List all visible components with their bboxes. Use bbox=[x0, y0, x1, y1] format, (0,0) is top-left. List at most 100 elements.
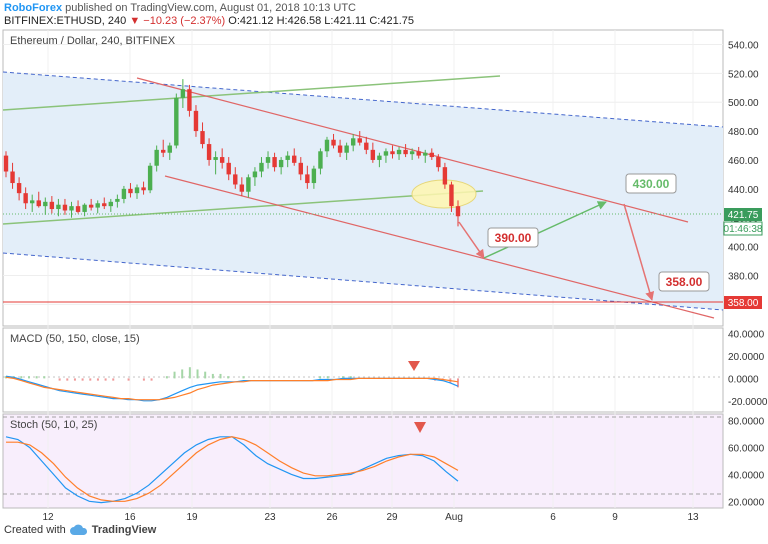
tradingview-brand[interactable]: TradingView bbox=[91, 524, 157, 536]
candle-body bbox=[285, 155, 290, 160]
candle-body bbox=[206, 144, 212, 160]
candle-body bbox=[403, 149, 408, 155]
candle-body bbox=[49, 201, 55, 210]
countdown-value: 01:46:38 bbox=[724, 224, 763, 235]
candle-body bbox=[134, 187, 140, 194]
stoch-axis-tick: 60.0000 bbox=[728, 444, 765, 455]
macd-axis-tick: 40.0000 bbox=[728, 330, 765, 341]
stoch-axis-tick: 80.0000 bbox=[728, 417, 765, 428]
candle-body bbox=[187, 89, 192, 111]
time-axis-tick: 12 bbox=[42, 512, 54, 523]
main-pane-title: Ethereum / Dollar, 240, BITFINEX bbox=[10, 35, 176, 47]
macd-axis-tick: 20.0000 bbox=[728, 352, 765, 363]
price-axis-tick: 440.00 bbox=[728, 185, 759, 196]
candle-body bbox=[36, 200, 41, 207]
candle-body bbox=[423, 152, 428, 156]
candle-body bbox=[324, 139, 330, 152]
candle-body bbox=[108, 201, 114, 207]
publish-line: RoboForex published on TradingView.com, … bbox=[4, 2, 356, 14]
target-callout-430[interactable]: 430.00 bbox=[625, 173, 677, 194]
candle-body bbox=[180, 89, 186, 98]
time-axis-tick: 16 bbox=[124, 512, 136, 523]
candle-body bbox=[259, 162, 264, 172]
change-label: ▼ −10.23 (−2.37%) bbox=[129, 15, 226, 27]
candle-body bbox=[265, 157, 271, 163]
candle-body bbox=[154, 149, 159, 166]
support-price-value: 358.00 bbox=[728, 298, 759, 309]
candle-body bbox=[95, 203, 100, 208]
macd-axis-tick: 0.0000 bbox=[728, 374, 759, 385]
candle-body bbox=[416, 151, 421, 156]
candle-body bbox=[69, 206, 74, 211]
candle-body bbox=[278, 159, 284, 168]
candle-body bbox=[43, 201, 48, 207]
candle-body bbox=[200, 131, 205, 145]
candle-body bbox=[62, 204, 68, 211]
target-label-390: 390.00 bbox=[495, 231, 532, 245]
target-callout-358[interactable]: 358.00 bbox=[658, 271, 710, 292]
candle-body bbox=[141, 187, 146, 191]
target-callout-390[interactable]: 390.00 bbox=[487, 227, 539, 248]
macd-pane-title: MACD (50, 150, close, 15) bbox=[10, 333, 140, 345]
candle-body bbox=[383, 151, 389, 156]
candle-body bbox=[3, 155, 9, 172]
tradingview-cloud-icon bbox=[69, 524, 87, 535]
time-axis-tick: 9 bbox=[612, 512, 618, 523]
candle-body bbox=[10, 171, 15, 184]
candle-body bbox=[455, 206, 461, 217]
price-axis-tick: 540.00 bbox=[728, 40, 759, 51]
candle-body bbox=[436, 157, 441, 168]
price-chart[interactable]: 390.00 430.00 358.00 Ethereum / Dollar, … bbox=[0, 28, 768, 524]
stoch-d-series bbox=[6, 436, 459, 502]
price-axis-tick: 400.00 bbox=[728, 243, 759, 254]
candle-body bbox=[449, 184, 454, 207]
candle-body bbox=[121, 188, 127, 199]
candle-body bbox=[102, 203, 107, 207]
macd-axis-tick: -20.0000 bbox=[728, 397, 768, 408]
candle-body bbox=[429, 152, 434, 158]
candle-body bbox=[442, 167, 448, 185]
candle-body bbox=[174, 97, 179, 146]
created-with-text: Created with bbox=[4, 524, 66, 536]
candle-body bbox=[219, 157, 225, 163]
candle-body bbox=[213, 157, 218, 160]
candle-body bbox=[350, 138, 356, 146]
price-axis-tick: 460.00 bbox=[728, 156, 759, 167]
macd-signal-series bbox=[5, 376, 459, 401]
price-axis-tick: 520.00 bbox=[728, 69, 759, 80]
candle-body bbox=[23, 193, 28, 204]
time-axis-tick: 23 bbox=[264, 512, 276, 523]
candle-body bbox=[115, 198, 120, 202]
candle-body bbox=[161, 149, 166, 153]
candle-body bbox=[82, 204, 87, 212]
candle-body bbox=[292, 155, 297, 163]
support-price-marker: 358.00 bbox=[724, 296, 762, 309]
candle-body bbox=[88, 204, 94, 208]
candle-body bbox=[318, 151, 323, 169]
ohlc-label: O:421.12 H:426.58 L:421.11 C:421.75 bbox=[228, 15, 414, 27]
candle-body bbox=[396, 149, 402, 155]
candle-body bbox=[239, 184, 245, 192]
candle-body bbox=[409, 151, 415, 155]
time-axis-tick: Aug bbox=[445, 512, 463, 523]
time-axis-tick: 29 bbox=[386, 512, 398, 523]
time-axis-tick: 6 bbox=[550, 512, 556, 523]
candle-body bbox=[233, 174, 238, 185]
publisher-name[interactable]: RoboForex bbox=[4, 2, 63, 14]
candle-body bbox=[147, 165, 153, 191]
candle-body bbox=[30, 200, 35, 204]
candle-body bbox=[226, 162, 231, 175]
candle-body bbox=[331, 139, 336, 146]
stoch-axis-tick: 40.0000 bbox=[728, 470, 765, 481]
published-text: published on TradingView.com, August 01,… bbox=[65, 2, 357, 14]
macd-down-arrow-icon bbox=[408, 361, 420, 371]
last-price-marker: 421.75 01:46:38 bbox=[723, 208, 763, 236]
candle-body bbox=[246, 177, 251, 192]
time-axis-tick: 13 bbox=[687, 512, 699, 523]
price-axis-tick: 480.00 bbox=[728, 127, 759, 138]
candle-body bbox=[311, 168, 317, 184]
candle-body bbox=[56, 204, 61, 210]
candle-body bbox=[167, 145, 172, 153]
candle-body bbox=[128, 188, 133, 194]
candle-body bbox=[298, 162, 303, 175]
